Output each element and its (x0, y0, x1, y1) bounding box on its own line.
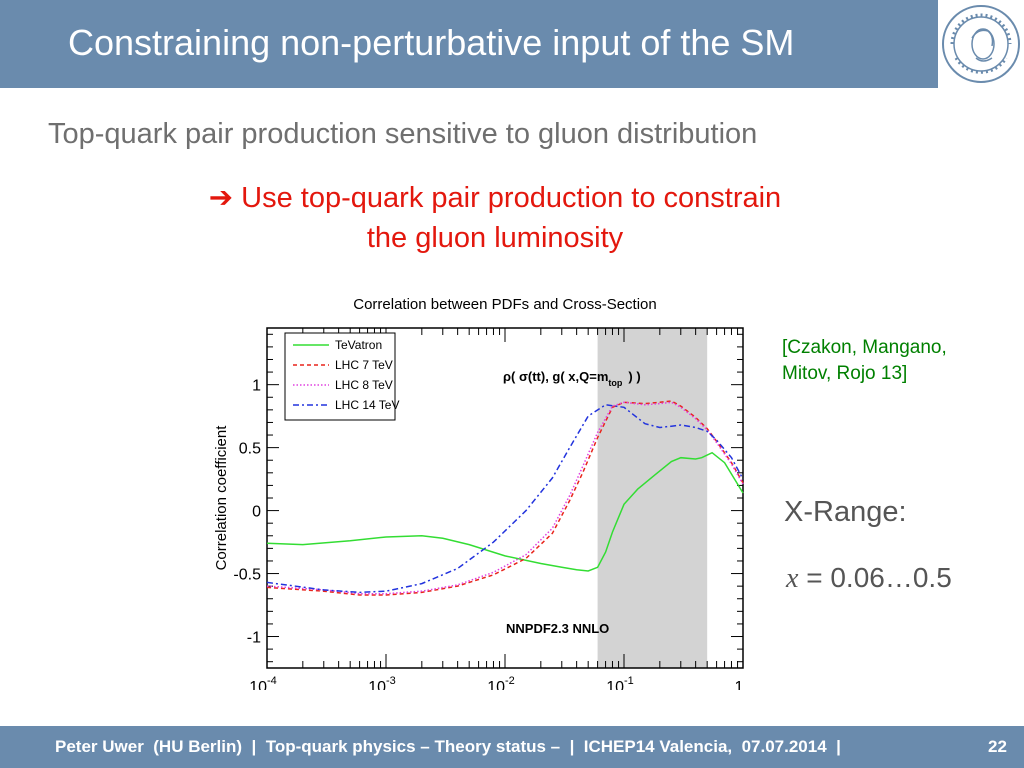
page-number: 22 (988, 737, 1007, 757)
y-tick-label: 0 (252, 504, 261, 521)
highlight-statement: ➔ Use top-quark pair production to const… (140, 178, 850, 258)
title-bar: Constraining non-perturbative input of t… (0, 0, 1024, 88)
seal-icon (938, 0, 1024, 88)
legend: TeVatron LHC 7 TeV LHC 8 TeV LHC 14 TeV (285, 333, 399, 420)
footer-text: Peter Uwer (HU Berlin) | Top-quark physi… (55, 737, 841, 757)
citation-line-2: Mitov, Rojo 13] (782, 361, 947, 387)
x-range-label: X-Range: (784, 496, 907, 529)
legend-label: LHC 7 TeV (335, 358, 393, 372)
legend-label: LHC 8 TeV (335, 378, 393, 392)
subtitle: Top-quark pair production sensitive to g… (48, 118, 757, 151)
slide-title: Constraining non-perturbative input of t… (68, 22, 794, 64)
y-tick-label: -1 (247, 630, 261, 647)
y-axis-label: Correlation coefficient (213, 425, 230, 571)
arrow-icon: ➔ (209, 182, 233, 214)
citation: [Czakon, Mangano, Mitov, Rojo 13] (782, 335, 947, 387)
legend-label: TeVatron (335, 338, 382, 352)
x-tick-label: 1 (735, 679, 744, 690)
pdf-set-label: NNPDF2.3 NNLO (506, 621, 609, 636)
correlation-chart: Correlation between PDFs and Cross-Secti… (205, 285, 765, 690)
legend-label: LHC 14 TeV (335, 398, 399, 412)
highlight-line-2: the gluon luminosity (140, 218, 850, 258)
highlight-text-1: Use top-quark pair production to constra… (241, 182, 781, 214)
y-tick-label: 0.5 (239, 441, 261, 458)
footer-bar: Peter Uwer (HU Berlin) | Top-quark physi… (0, 726, 1024, 768)
y-tick-label: -0.5 (233, 567, 261, 584)
x-range-numbers: = 0.06…0.5 (806, 562, 952, 593)
citation-line-1: [Czakon, Mangano, (782, 335, 947, 361)
x-tick-label: 10-2 (487, 675, 515, 690)
university-seal (938, 0, 1024, 88)
x-tick-label: 10-1 (606, 675, 634, 690)
y-tick-label: 1 (252, 378, 261, 395)
x-range-value: x = 0.06…0.5 (786, 562, 952, 595)
x-tick-label: 10-4 (249, 675, 277, 690)
x-tick-label: 10-3 (368, 675, 396, 690)
x-range-variable: x (786, 563, 798, 594)
x-axis-label: x (514, 689, 522, 690)
chart-title: Correlation between PDFs and Cross-Secti… (353, 296, 656, 313)
highlight-line-1: ➔ Use top-quark pair production to const… (140, 178, 850, 218)
